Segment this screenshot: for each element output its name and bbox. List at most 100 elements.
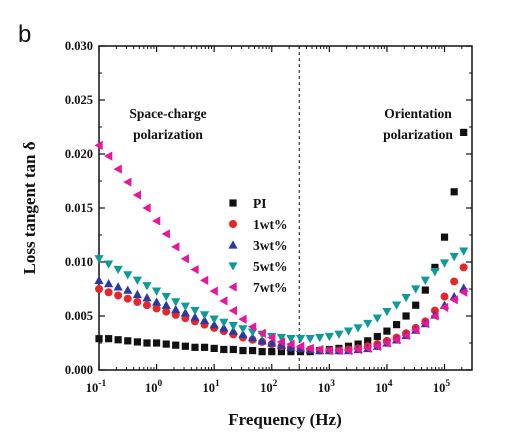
data-point <box>181 342 189 350</box>
data-point <box>286 339 295 349</box>
data-point <box>449 295 458 305</box>
data-point <box>191 343 199 351</box>
data-point <box>248 346 257 355</box>
data-point <box>421 286 429 294</box>
annotation-text: polarization <box>133 127 203 142</box>
data-point <box>113 282 123 291</box>
data-point <box>209 320 219 329</box>
legend-label: PI <box>253 196 267 211</box>
data-point <box>334 330 344 339</box>
data-point <box>152 304 161 313</box>
data-point <box>238 325 248 334</box>
data-point <box>199 275 209 285</box>
data-point <box>420 318 429 329</box>
data-point <box>180 302 190 311</box>
plot-area <box>98 45 473 371</box>
data-point <box>123 177 132 187</box>
data-point <box>239 346 247 355</box>
data-point <box>228 322 238 331</box>
legend-item: 3wt% <box>228 238 288 253</box>
data-point <box>382 338 391 348</box>
data-point <box>353 324 363 333</box>
data-point <box>460 128 468 136</box>
annotation-text: Orientation <box>384 106 452 121</box>
x-tick-label: 104 <box>375 379 393 395</box>
annotation-text: Space-charge <box>129 106 206 121</box>
data-point <box>343 345 353 356</box>
data-point <box>104 279 114 288</box>
panel-label: b <box>18 21 31 48</box>
data-point <box>95 335 103 343</box>
data-point <box>277 348 285 356</box>
data-point <box>142 203 151 213</box>
legend-marker <box>228 240 238 249</box>
data-point <box>143 339 151 347</box>
data-point <box>449 252 459 262</box>
y-axis: 0.000 0.005 0.010 0.015 0.020 0.025 0.030 <box>65 39 472 377</box>
data-point <box>142 282 152 291</box>
x-tick-label: 100 <box>145 379 163 395</box>
data-point <box>238 329 248 339</box>
data-point <box>113 164 122 174</box>
data-point <box>439 302 449 312</box>
data-point <box>295 335 306 344</box>
x-tick-label: 101 <box>203 379 221 395</box>
data-series <box>94 128 469 356</box>
data-point <box>95 285 103 293</box>
data-point <box>142 293 152 302</box>
data-point <box>228 326 238 335</box>
data-point <box>94 140 103 150</box>
data-point <box>440 233 449 241</box>
x-tick-label: 105 <box>433 379 451 395</box>
data-point <box>450 188 458 196</box>
data-point <box>363 343 372 353</box>
data-point <box>190 312 200 321</box>
data-point <box>439 259 450 268</box>
data-point <box>142 301 151 310</box>
data-point <box>324 345 334 356</box>
data-point <box>411 325 420 335</box>
data-point <box>305 343 314 353</box>
data-point <box>382 308 392 317</box>
data-point <box>430 268 440 277</box>
data-point <box>151 287 162 296</box>
data-point <box>315 344 324 355</box>
data-point <box>440 292 449 301</box>
y-tick-label: 0.000 <box>65 363 93 377</box>
data-point <box>402 312 410 320</box>
data-point <box>199 315 210 324</box>
data-point <box>430 311 439 321</box>
legend-label: 5wt% <box>253 259 288 274</box>
data-point <box>229 345 237 354</box>
annotation-text: polarization <box>383 127 453 142</box>
data-point <box>276 340 286 349</box>
data-point <box>180 308 190 317</box>
data-point <box>124 337 132 345</box>
data-point <box>324 332 334 342</box>
data-point <box>219 318 229 328</box>
data-point <box>295 341 305 351</box>
data-point <box>372 314 382 323</box>
data-point <box>334 345 343 356</box>
data-point <box>411 285 421 294</box>
legend-label: 7wt% <box>253 280 288 295</box>
data-point <box>105 335 113 343</box>
legend-item: 7wt% <box>228 280 288 295</box>
y-tick-label: 0.010 <box>65 255 93 269</box>
legend-label: 1wt% <box>253 217 288 232</box>
data-point <box>162 307 171 316</box>
data-point <box>123 285 133 294</box>
data-point <box>459 287 468 297</box>
data-point <box>114 291 123 300</box>
data-point <box>286 335 296 344</box>
y-tick-label: 0.020 <box>65 147 93 161</box>
data-point <box>199 311 210 320</box>
data-point <box>123 294 132 303</box>
data-point <box>132 276 142 285</box>
data-point <box>132 190 142 200</box>
data-point <box>276 333 286 343</box>
data-point <box>392 321 401 329</box>
data-point <box>315 333 325 343</box>
data-point <box>133 338 141 346</box>
data-point <box>401 330 410 341</box>
